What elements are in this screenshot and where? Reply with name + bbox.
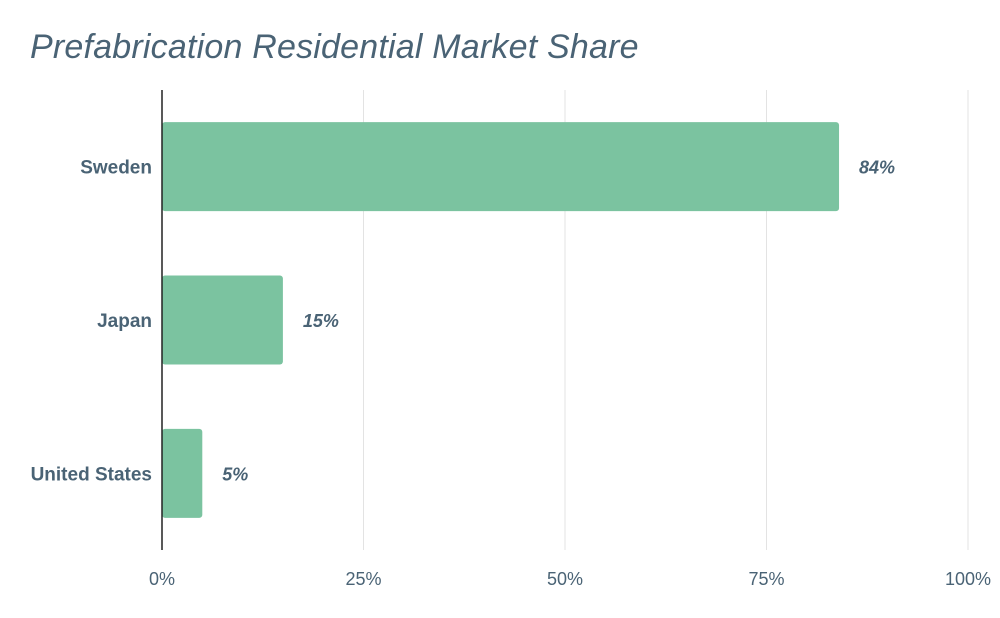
bar-united-states: [162, 428, 203, 518]
x-tick-label: 100%: [945, 569, 991, 589]
x-tick-label: 75%: [748, 569, 784, 589]
x-tick-label: 0%: [149, 569, 175, 589]
value-label: 5%: [222, 464, 248, 484]
x-tick-label: 50%: [547, 569, 583, 589]
bars: [162, 122, 840, 518]
category-label: United States: [31, 464, 152, 485]
value-label: 84%: [859, 158, 895, 178]
labels: 0% 25% 50% 75% 100% Sweden 84% Japan 15% United S…: [31, 158, 991, 589]
chart-title: Prefabrication Residential Market Share: [30, 28, 639, 66]
category-label: Sweden: [80, 158, 152, 179]
bar-sweden: [162, 122, 840, 212]
value-label: 15%: [303, 311, 339, 331]
x-tick-label: 25%: [345, 569, 381, 589]
category-label: Japan: [97, 311, 152, 332]
bar-japan: [162, 275, 283, 365]
